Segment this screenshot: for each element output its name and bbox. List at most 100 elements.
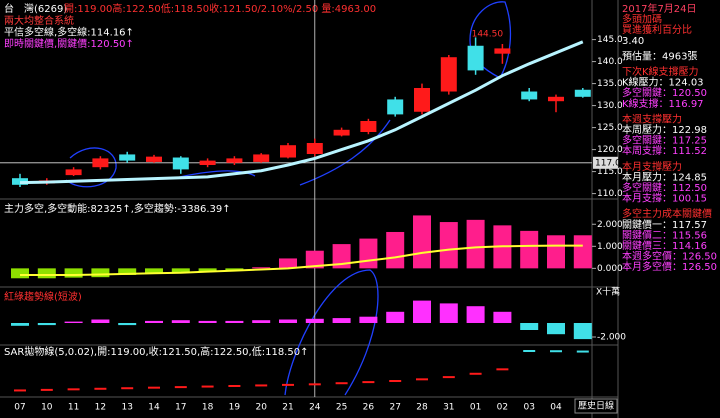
y-tick-label: 135.0: [597, 79, 623, 89]
panel-title: 主力多空,多空動能:82325↑,多空趨勢:-3386.39↑: [4, 202, 231, 215]
trend-bar: [118, 323, 137, 326]
x-tick-label: 11: [68, 403, 79, 413]
candle-body: [548, 96, 564, 102]
candle-body: [146, 156, 162, 162]
info-line: 關鍵價二：115.56: [622, 228, 707, 241]
x-tick-label: 14: [148, 403, 160, 413]
trend-bar: [493, 311, 512, 323]
candle-body: [306, 143, 323, 154]
x-tick-label: 27: [389, 403, 400, 413]
trend-bar: [386, 311, 405, 323]
candle-body: [65, 169, 82, 176]
main-force-line: [20, 244, 583, 276]
x-tick-label: 24: [309, 403, 321, 413]
stock-name: 台 灣(6269): [4, 2, 67, 15]
crosshair-label: 117.0: [595, 158, 621, 168]
y-tick-label: 110.0: [597, 189, 623, 199]
info-line: 本月支撐壓力: [622, 160, 682, 173]
candle-body: [414, 88, 430, 112]
main_force-bar: [520, 230, 539, 269]
y-tick-label: 2.000: [597, 220, 623, 230]
y-tick-label: 120.0: [597, 145, 623, 155]
candle-body: [360, 121, 377, 132]
panel-title: SAR拋物線(5,0.02),開:119.00,收:121.50,高:122.5…: [4, 345, 308, 358]
info-line: 本週多空價：126.50: [622, 250, 717, 263]
candle-body: [199, 160, 216, 165]
trend-bar: [573, 323, 592, 340]
info-line: 本月多空價：126.50: [622, 260, 717, 273]
candle-body: [440, 57, 457, 92]
trend-bar: [520, 323, 539, 330]
period-label: 歷史日線: [578, 400, 614, 412]
candle-body: [574, 89, 591, 97]
info-line: 本周壓力：122.98: [622, 123, 707, 136]
info-line: 多空主力成本關鍵價: [622, 207, 712, 220]
x-tick-label: 31: [443, 403, 454, 413]
main_force-bar: [439, 222, 458, 269]
candle-body: [119, 154, 136, 161]
candle-body: [494, 48, 511, 54]
main_force-bar: [573, 235, 592, 269]
y-tick-label: 140.0: [597, 57, 623, 67]
trend-bar: [11, 323, 29, 326]
crosshair-box: [593, 156, 618, 169]
main_force-bar: [413, 215, 431, 269]
trend-bar: [359, 316, 378, 323]
x-tick-label: 02: [497, 403, 508, 413]
x-tick-label: 20: [255, 403, 267, 413]
info-line: 3.40: [622, 36, 644, 47]
main_force-bar: [466, 219, 485, 269]
info-line: 預估量：4963張: [622, 49, 697, 62]
candle-body: [226, 158, 243, 163]
moving-average: [19, 40, 584, 185]
panel-title: 紅綠趨勢線(短波): [4, 290, 82, 303]
info-line: 關鍵價三：114.16: [622, 239, 707, 252]
candle-body: [280, 145, 296, 158]
main_force-bar: [279, 258, 297, 269]
trend-bar: [252, 320, 271, 323]
trend-bar: [225, 320, 244, 323]
x-tick-label: 19: [229, 403, 241, 413]
x-tick-label: 03: [523, 403, 534, 413]
x-tick-label: 26: [363, 403, 375, 413]
main_force-bar: [37, 268, 56, 279]
trend-bar: [332, 318, 351, 323]
x-tick-label: 10: [41, 403, 53, 413]
main_force-bar: [145, 268, 163, 274]
x-tick-label: 18: [202, 403, 214, 413]
info-line: 買進獲利百分比: [622, 23, 692, 36]
trend-bar: [305, 318, 324, 323]
x-tick-label: 13: [121, 403, 132, 413]
info-line: K線支撐：116.97: [622, 97, 704, 110]
y-tick-label: 115.0: [597, 167, 623, 177]
x-tick-label: 28: [416, 403, 428, 413]
trend-bar: [64, 321, 83, 323]
main_force-bar: [305, 250, 324, 269]
candle-body: [521, 91, 538, 100]
candle-body: [172, 157, 189, 170]
y-tick-label: 130.0: [597, 101, 623, 111]
info-line: 多空關鍵：117.25: [622, 134, 707, 147]
trend-bar: [91, 319, 110, 323]
main_force-bar: [198, 268, 217, 272]
main_force-bar: [64, 268, 83, 278]
legend-line: 即時關鍵價,關鍵價:120.50↑: [4, 37, 134, 50]
candle-body: [333, 129, 350, 136]
main_force-bar: [91, 268, 110, 278]
info-line: 下次K線支撐壓力: [622, 65, 699, 78]
legend-line: 平信多空線,多空線:114.16↑: [4, 26, 134, 39]
main_force-bar: [11, 268, 29, 279]
y-tick-label: 145.0: [597, 35, 623, 45]
main_force-bar: [547, 235, 565, 269]
candle-body: [387, 99, 404, 115]
x-tick-label: 21: [282, 403, 293, 413]
main_force-bar: [252, 267, 271, 269]
quote: 開:119.00高:122.50低:118.50收:121.50/2.10%/2…: [64, 2, 376, 15]
trend-bar: [145, 320, 163, 323]
info-line: 多頭加碼: [622, 13, 662, 26]
trend-bar: [547, 323, 565, 335]
candle-body: [92, 158, 109, 168]
x-tick-label: 04: [550, 403, 562, 413]
main_force-bar: [225, 268, 244, 271]
